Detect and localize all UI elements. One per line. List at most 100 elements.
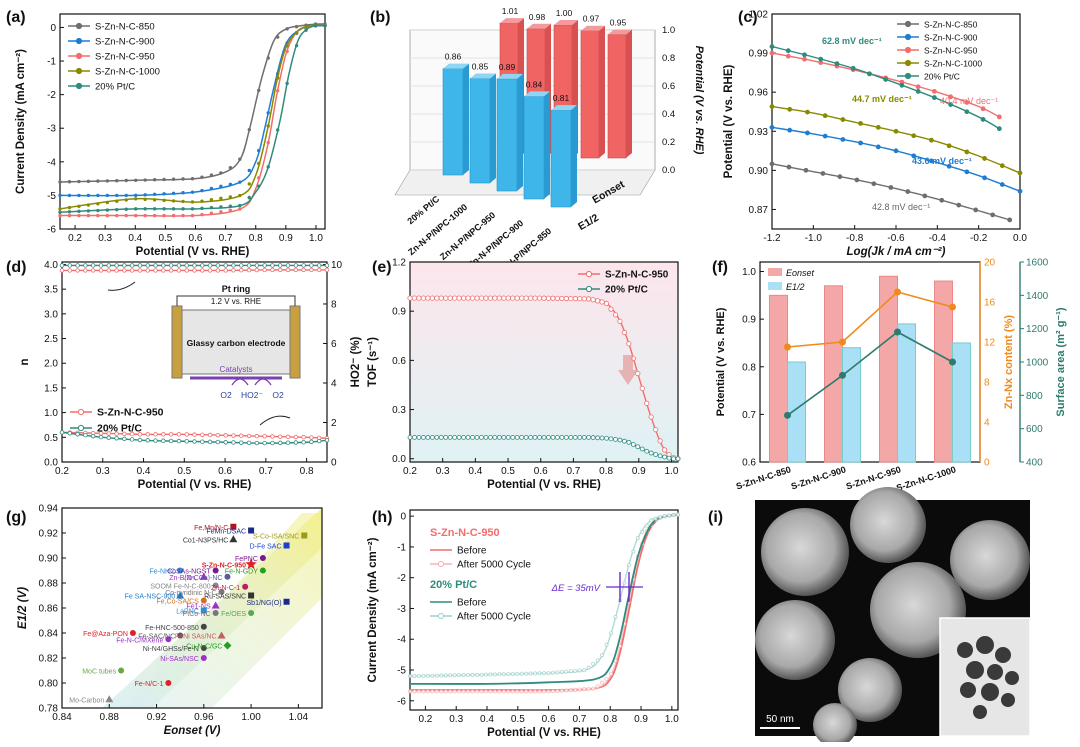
x-tick-label: 0.4 [480,714,494,725]
series-marker [285,49,289,54]
x-tick-label: 0.5 [511,714,525,725]
series-marker [275,128,280,132]
panel-b-value-label: 0.86 [445,52,462,62]
series-marker [143,213,147,218]
series-marker [604,677,609,682]
series-marker [492,672,497,677]
series-marker [474,689,479,694]
series-marker [1007,217,1013,223]
series-marker [145,268,150,273]
series-marker [190,200,195,204]
series-marker [96,193,100,198]
series-marker [77,213,81,218]
series-marker [461,673,466,678]
series-marker [105,208,110,212]
series-marker [294,43,299,48]
series-marker [301,267,306,273]
x-tick-label: 0.96 [194,712,214,723]
series-marker [546,435,551,440]
series-marker [124,198,128,202]
series-marker [215,439,221,445]
series-marker [105,213,110,218]
series-marker [893,148,899,154]
panel-c-annotation: 43.6 mV dec⁻¹ [912,156,972,166]
series-marker [649,518,654,523]
series-marker [171,191,176,195]
series-marker [247,182,251,186]
panel-c-series [771,45,1000,130]
panel-f-ytick-right2: 1400 [1026,291,1049,302]
series-marker [555,670,560,675]
panel-f-bar-e12 [952,342,971,463]
series-marker [532,435,538,440]
x-tick-label: 0.7 [219,233,233,244]
series-marker [152,192,157,197]
series-marker [630,442,636,447]
series-marker [90,268,96,273]
series-marker [443,689,448,694]
series-marker [613,437,618,442]
y-tick-label: 6 [331,339,337,350]
series-marker [285,263,291,268]
y-tick-label: 0.93 [749,127,769,138]
panel-g-point [165,680,172,686]
series-marker [786,164,792,170]
panel-e-arrow [618,355,638,385]
panel-h-annotation: ΔE = 35mV [551,583,602,594]
series-marker [215,432,221,438]
y-tick-label: 0.6 [392,356,406,367]
series-marker [929,137,934,143]
series-marker [438,435,444,440]
series-marker [228,208,233,213]
series-marker [996,114,1002,120]
series-marker [416,673,421,678]
series-marker [153,263,158,268]
series-marker [537,435,542,440]
series-marker [964,109,970,115]
legend-marker [437,560,445,568]
panel-d-legend-label: S-Zn-N-C-950 [97,407,164,419]
panel-c-xlabel: Log(Jk / mA cm⁻²) [847,246,946,258]
series-marker [266,56,270,60]
panel-g-point-label: Fe-N-GDY [225,569,258,576]
series-marker [301,263,306,268]
y-tick-label: 0.6 [742,458,756,469]
series-marker [564,688,569,693]
series-marker [488,689,493,694]
series-marker [899,82,905,88]
series-marker [546,671,551,676]
series-marker [769,50,775,56]
panel-d-arrow-right [259,415,291,426]
series-marker [840,117,846,122]
panel-d-inset-ring-right [289,305,301,379]
series-marker [83,268,88,273]
series-marker [192,439,197,444]
series-marker [412,674,417,679]
legend-marker [75,22,83,30]
series-marker [479,435,484,440]
series-marker [122,263,127,268]
series-marker [96,213,100,218]
series-marker [769,44,775,49]
series-marker [270,267,275,273]
series-marker [161,263,166,268]
series-marker [456,295,462,301]
series-marker [648,414,654,420]
y-tick-label: 0.3 [392,405,406,416]
series-marker [106,268,111,273]
series-marker [58,213,62,218]
series-marker [595,658,600,663]
panel-f-ylabel-right2: Surface area (m² g⁻¹) [1055,307,1067,416]
series-marker [931,88,937,94]
series-marker [657,453,663,459]
panel-g-point [199,572,208,580]
panel-h-series [409,513,679,693]
legend-marker [904,72,912,80]
panel-g-point [177,567,184,574]
series-marker [223,440,228,445]
panel-f-ytick-right2: 1600 [1026,258,1049,269]
panel-a-legend-label: 20% Pt/C [95,82,135,93]
series-marker [586,296,592,302]
series-marker [285,434,291,440]
panel-g-point-label: LaPNC [176,609,199,616]
